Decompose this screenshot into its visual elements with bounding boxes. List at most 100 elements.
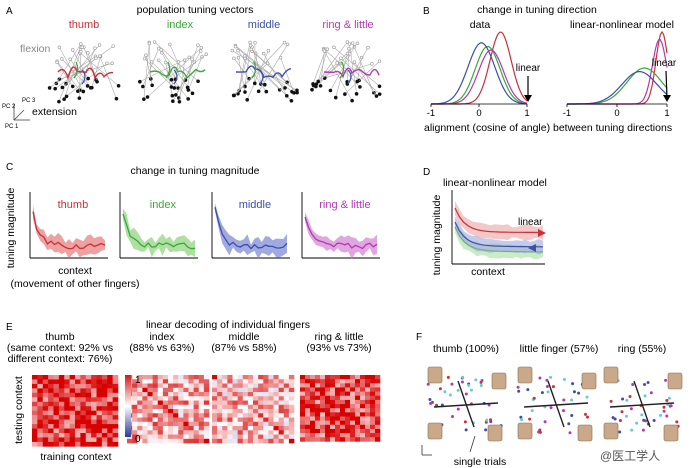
panel-c-title: change in tuning magnitude (130, 165, 259, 177)
extension-point (47, 86, 52, 90)
heatmap-cell (360, 379, 366, 384)
heatmap-cell (198, 421, 205, 427)
heatmap-cell (263, 396, 269, 401)
heatmap-cell (147, 421, 153, 427)
hand-icon (517, 366, 533, 384)
heatmap-cell (340, 408, 346, 413)
heatmap-cell (247, 426, 254, 431)
heatmap-cell (112, 428, 119, 434)
b-right-tick-0: 0 (614, 108, 619, 119)
decision-axis (457, 380, 475, 428)
heatmap-cell (310, 404, 316, 409)
trial-point (467, 383, 471, 387)
heatmap-cell (101, 428, 108, 434)
extension-point (292, 91, 296, 95)
extension-point (316, 79, 321, 84)
heatmap-cell (288, 430, 295, 435)
heatmap-cell (310, 383, 316, 388)
heatmap-cell (242, 421, 249, 427)
heatmap-cell (42, 397, 49, 403)
trial-point (429, 402, 433, 406)
heatmap-cell (193, 379, 200, 384)
heatmap-cell (107, 428, 113, 434)
heatmap-cell (112, 401, 119, 407)
heatmap-cell (263, 430, 269, 435)
heatmap-cell (168, 379, 174, 384)
heatmap-cell (360, 433, 366, 438)
heatmap-cell (360, 375, 366, 380)
heatmap-cell (217, 421, 223, 427)
heatmap-cell (37, 388, 44, 394)
heatmap-cell (142, 396, 148, 401)
heatmap-cell (142, 375, 148, 380)
heatmap-cell (32, 424, 38, 429)
heatmap-cell (237, 396, 244, 401)
heatmap-cell (345, 391, 351, 397)
heatmap-cell (370, 420, 376, 426)
heatmap-cell (147, 404, 153, 410)
heatmap-cell (360, 383, 366, 388)
trial-point (570, 414, 574, 418)
flexion-point (144, 53, 148, 57)
heatmap-cell (37, 437, 44, 443)
secondary-trajectory (339, 61, 345, 79)
heatmap-cell (188, 434, 194, 440)
heatmap-cell (91, 437, 97, 443)
heatmap-cell (112, 388, 119, 394)
heatmap-cell (310, 391, 316, 397)
heatmap-cell (283, 404, 290, 410)
heatmap-cell (310, 420, 316, 426)
heatmap-cell (212, 434, 218, 440)
tuning-vector (56, 43, 82, 84)
heatmap-cell (247, 438, 254, 444)
heatmap-cell (75, 401, 81, 407)
heatmap-cell (217, 438, 223, 444)
heatmap-cell (183, 409, 189, 414)
heatmap-cell (315, 433, 321, 438)
extension-point (76, 89, 80, 94)
heatmap-cell (85, 406, 92, 411)
heatmap-cell (305, 404, 311, 409)
tuning-vector (246, 50, 269, 100)
heatmap-cell (152, 417, 159, 423)
heatmap-cell (263, 392, 269, 397)
heatmap-cell (188, 400, 194, 406)
heatmap-cell (335, 404, 341, 409)
heatmap-cell (325, 428, 331, 434)
extension-point (138, 79, 142, 84)
heatmap-cell (315, 375, 321, 380)
heatmap-cell (152, 400, 159, 406)
heatmap-cell (217, 430, 223, 435)
extension-point (86, 76, 90, 81)
heatmap-cell (268, 392, 274, 397)
heatmap-cell (345, 408, 351, 413)
hand-icon (577, 424, 593, 442)
decision-axis (633, 380, 651, 428)
heatmap-cell (152, 396, 159, 401)
heatmap-cell (227, 392, 233, 397)
model-band (455, 200, 543, 241)
magnitude-finger-label: middle (239, 199, 271, 211)
heatmap-cell (112, 375, 119, 380)
heatmap-cell (300, 404, 306, 409)
heatmap-cell (217, 434, 223, 440)
heatmap-cell (350, 379, 356, 384)
decoding-header-line: index (149, 331, 175, 343)
tuning-vector (187, 59, 193, 88)
heatmap-cell (48, 379, 54, 385)
trial-point (618, 430, 622, 434)
heatmap-cell (152, 434, 159, 440)
extension-point (277, 88, 282, 92)
trial-plot-2 (516, 366, 597, 442)
heatmap-cell (188, 375, 194, 380)
heatmap-cell (300, 399, 306, 405)
heatmap-cell (58, 406, 65, 411)
panel-c-xlabel-2: (movement of other fingers) (11, 278, 140, 290)
flexion-point (57, 45, 62, 50)
heatmap-cell (212, 413, 218, 418)
heatmap-cell (147, 392, 153, 397)
heatmap-cell (263, 387, 269, 393)
heatmap-cell (32, 415, 38, 420)
heatmap-cell (273, 413, 279, 418)
heatmap-cell (112, 410, 119, 416)
